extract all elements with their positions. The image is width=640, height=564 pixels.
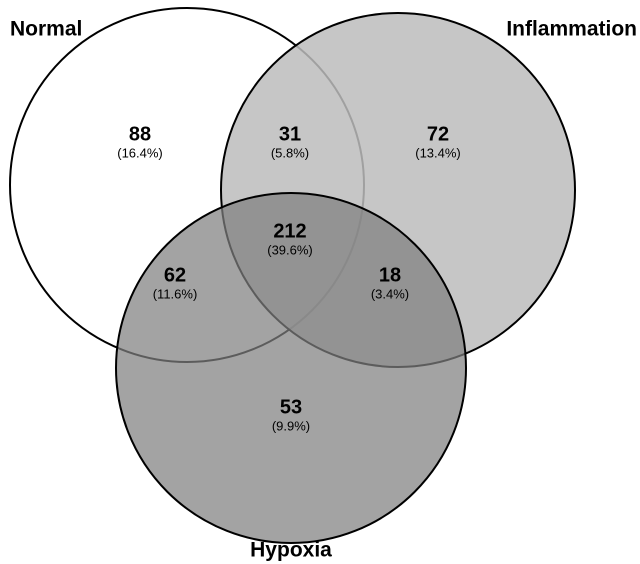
set-label: Normal (10, 18, 82, 41)
region-percent: (16.4%) (117, 145, 163, 160)
region-percent: (9.9%) (272, 418, 310, 433)
region-count: 72 (427, 123, 449, 145)
region-percent: (39.6%) (267, 242, 313, 257)
set-label: Inflammation (506, 18, 637, 41)
region-count: 18 (379, 264, 401, 286)
region-percent: (3.4%) (371, 286, 409, 301)
region-count: 62 (164, 264, 186, 286)
region-count: 212 (273, 220, 306, 242)
set-label: Hypoxia (250, 539, 332, 562)
region-count: 88 (129, 123, 151, 145)
region-count: 53 (280, 396, 302, 418)
region-percent: (5.8%) (271, 145, 309, 160)
region-count: 31 (279, 123, 301, 145)
region-percent: (13.4%) (415, 145, 461, 160)
region-percent: (11.6%) (153, 286, 198, 301)
set-circle (115, 192, 467, 544)
